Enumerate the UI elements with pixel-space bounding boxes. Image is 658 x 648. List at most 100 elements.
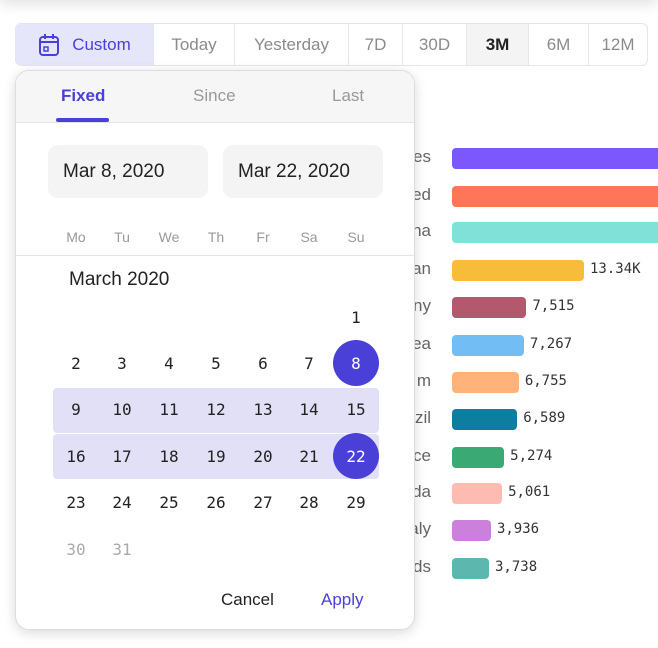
- range-12m-button[interactable]: 12M: [588, 24, 647, 65]
- calendar-day[interactable]: 9: [71, 399, 81, 419]
- category-label: ed: [412, 185, 431, 204]
- chart-row: ny 7,515: [0, 296, 658, 319]
- bar[interactable]: [452, 148, 658, 169]
- date-picker-popover: Fixed Since Last Mar 8, 2020 Mar 22, 202…: [15, 70, 415, 630]
- calendar-day[interactable]: 8: [333, 340, 379, 386]
- calendar-day[interactable]: 24: [112, 492, 132, 512]
- calendar-day[interactable]: 30: [66, 539, 86, 559]
- calendar-day[interactable]: 17: [112, 446, 132, 466]
- bar[interactable]: [452, 260, 584, 281]
- calendar-day[interactable]: 16: [66, 446, 86, 466]
- tab-last[interactable]: Last: [332, 86, 365, 105]
- calendar-day[interactable]: 5: [211, 353, 221, 373]
- month-title: March 2020: [69, 269, 170, 290]
- value-label: 7,515: [532, 298, 575, 314]
- calendar-day[interactable]: 3: [117, 353, 127, 373]
- range-30d-button[interactable]: 30D: [402, 24, 466, 65]
- weekday-label: Su: [347, 229, 365, 245]
- range-7d-button[interactable]: 7D: [348, 24, 402, 65]
- calendar-day[interactable]: 2: [71, 353, 81, 373]
- category-label: ds: [413, 557, 431, 576]
- range-3m-button[interactable]: 3M: [466, 24, 528, 65]
- tab-fixed[interactable]: Fixed: [61, 86, 106, 105]
- calendar-day[interactable]: 4: [164, 353, 174, 373]
- weekday-label: Th: [207, 229, 225, 245]
- calendar-day[interactable]: 25: [159, 492, 179, 512]
- chart-row: es: [0, 147, 658, 170]
- bar[interactable]: [452, 297, 527, 318]
- category-label: m: [416, 371, 431, 390]
- custom-label: Custom: [72, 34, 131, 54]
- value-label: 7,267: [529, 336, 573, 352]
- calendar-day[interactable]: 15: [346, 399, 366, 419]
- calendar-day[interactable]: 7: [304, 353, 314, 373]
- calendar-day[interactable]: 23: [66, 492, 86, 512]
- calendar-day[interactable]: 10: [112, 399, 132, 419]
- custom-range-button[interactable]: Custom: [16, 24, 153, 65]
- bar[interactable]: [452, 558, 489, 579]
- bar[interactable]: [452, 520, 491, 541]
- value-label: 6,589: [523, 410, 566, 426]
- bar[interactable]: [452, 483, 503, 504]
- chart-row: ea 7,267: [0, 334, 658, 357]
- tab-since[interactable]: Since: [193, 86, 236, 105]
- start-date-input[interactable]: Mar 8, 2020: [48, 145, 208, 198]
- value-label: 5,274: [510, 448, 553, 464]
- calendar-day[interactable]: 26: [206, 492, 226, 512]
- category-label: ce: [413, 446, 431, 465]
- calendar-day[interactable]: 19: [206, 446, 226, 466]
- category-label: na: [412, 221, 431, 240]
- bar[interactable]: [452, 335, 524, 356]
- date-range-selector: Custom Today Yesterday 7D 30D 3M 6M 12M: [15, 23, 648, 66]
- active-tab-indicator: [56, 118, 109, 122]
- calendar-day[interactable]: 29: [346, 492, 366, 512]
- range-highlight: [53, 388, 379, 433]
- chart-row: ed: [0, 185, 658, 208]
- weekday-label: Fr: [256, 229, 270, 245]
- calendar-day[interactable]: 20: [253, 446, 273, 466]
- calendar-day[interactable]: 27: [253, 492, 273, 512]
- picker-tabs: Fixed Since Last: [16, 71, 414, 123]
- calendar-day[interactable]: 6: [258, 353, 268, 373]
- range-yesterday-button[interactable]: Yesterday: [234, 24, 348, 65]
- bar[interactable]: [452, 447, 505, 468]
- category-label: zil: [414, 408, 431, 427]
- bar[interactable]: [452, 222, 658, 243]
- calendar-day[interactable]: 21: [299, 446, 319, 466]
- calendar-day[interactable]: 22: [333, 433, 379, 479]
- calendar-day[interactable]: 14: [299, 399, 319, 419]
- category-label: ny: [413, 296, 431, 315]
- chart-row: ds 3,738: [0, 557, 658, 580]
- divider: [16, 255, 414, 256]
- bar[interactable]: [452, 409, 518, 430]
- weekday-label: Sa: [300, 229, 318, 245]
- calendar-day[interactable]: 11: [159, 399, 179, 419]
- calendar-icon: [39, 33, 60, 56]
- calendar-day[interactable]: 18: [159, 446, 179, 466]
- range-highlight: [53, 434, 379, 479]
- cancel-button[interactable]: Cancel: [221, 590, 274, 609]
- calendar-day[interactable]: 31: [112, 539, 132, 559]
- calendar-day[interactable]: 1: [351, 307, 361, 327]
- value-label: 3,738: [494, 559, 538, 575]
- category-label: da: [412, 482, 431, 501]
- bar[interactable]: [452, 186, 658, 207]
- category-label: an: [412, 259, 431, 278]
- chart-row: an 13.34K: [0, 259, 658, 282]
- chart-row: na: [0, 221, 658, 244]
- range-today-button[interactable]: Today: [153, 24, 234, 65]
- category-label: ea: [412, 334, 431, 353]
- value-label: 3,936: [496, 521, 540, 537]
- value-label: 13.34K: [590, 261, 641, 277]
- calendar-day[interactable]: 13: [253, 399, 273, 419]
- weekday-label: Tu: [114, 229, 130, 245]
- chart-row: m 6,755: [0, 371, 658, 394]
- end-date-input[interactable]: Mar 22, 2020: [223, 145, 383, 198]
- weekday-label: We: [158, 229, 180, 245]
- apply-button[interactable]: Apply: [321, 590, 364, 609]
- range-6m-button[interactable]: 6M: [528, 24, 588, 65]
- calendar-day[interactable]: 12: [206, 399, 226, 419]
- calendar-day[interactable]: 28: [299, 492, 319, 512]
- chart-row: zil 6,589: [0, 408, 658, 431]
- bar[interactable]: [452, 372, 519, 393]
